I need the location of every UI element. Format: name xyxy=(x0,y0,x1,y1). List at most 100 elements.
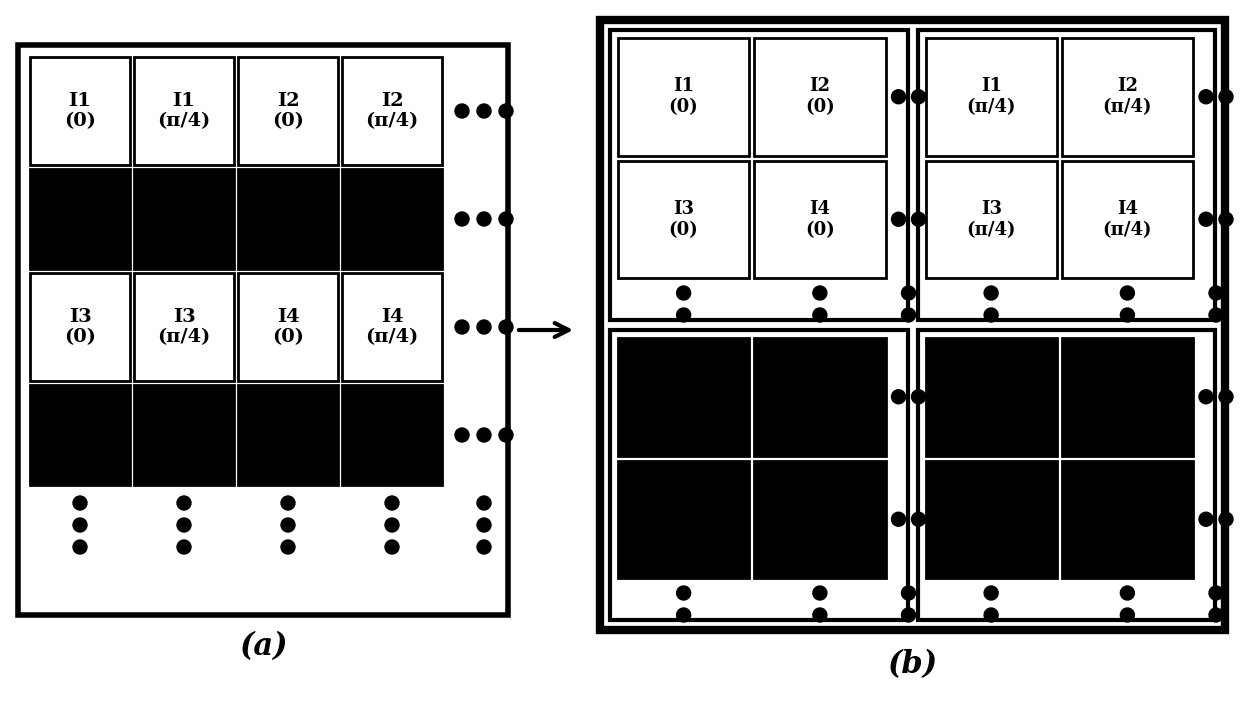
Bar xyxy=(754,38,885,156)
Bar xyxy=(30,385,130,485)
Circle shape xyxy=(477,320,491,334)
Circle shape xyxy=(498,320,513,334)
Bar xyxy=(342,385,441,485)
Circle shape xyxy=(477,428,491,442)
Circle shape xyxy=(813,586,827,600)
Text: (a): (a) xyxy=(239,632,288,663)
Circle shape xyxy=(892,390,905,404)
Circle shape xyxy=(1199,390,1213,404)
Text: I3
(π/4): I3 (π/4) xyxy=(157,308,211,346)
Bar xyxy=(618,460,749,578)
Bar xyxy=(925,338,1056,455)
Circle shape xyxy=(1121,286,1135,300)
Bar xyxy=(610,30,908,320)
Circle shape xyxy=(455,320,469,334)
Bar xyxy=(134,273,234,381)
Bar xyxy=(618,338,749,455)
Bar xyxy=(238,169,339,269)
Bar xyxy=(600,20,1225,630)
Bar xyxy=(925,460,1056,578)
Circle shape xyxy=(911,212,925,227)
Circle shape xyxy=(1199,212,1213,227)
Circle shape xyxy=(813,286,827,300)
Bar xyxy=(918,330,1215,620)
Bar xyxy=(925,38,1056,156)
Circle shape xyxy=(677,586,691,600)
Circle shape xyxy=(281,540,295,554)
Circle shape xyxy=(892,212,905,227)
Bar xyxy=(238,273,339,381)
Bar xyxy=(30,273,130,381)
Circle shape xyxy=(901,286,915,300)
Bar xyxy=(238,385,339,485)
Circle shape xyxy=(177,518,191,532)
Circle shape xyxy=(911,390,925,404)
Circle shape xyxy=(384,518,399,532)
Text: I2
(π/4): I2 (π/4) xyxy=(1102,77,1152,116)
Bar xyxy=(1061,38,1193,156)
Text: I2
(π/4): I2 (π/4) xyxy=(366,92,419,130)
Circle shape xyxy=(73,540,87,554)
Circle shape xyxy=(985,308,998,322)
Circle shape xyxy=(892,90,905,104)
Text: I4
(0): I4 (0) xyxy=(805,200,835,239)
Text: I1
(0): I1 (0) xyxy=(64,92,95,130)
Text: I4
(π/4): I4 (π/4) xyxy=(1102,200,1152,239)
Circle shape xyxy=(677,608,691,622)
Bar xyxy=(134,57,234,165)
Text: I3
(0): I3 (0) xyxy=(668,200,698,239)
Circle shape xyxy=(498,212,513,226)
Bar xyxy=(30,169,130,269)
Bar xyxy=(134,385,234,485)
Circle shape xyxy=(1209,286,1223,300)
Text: I1
(π/4): I1 (π/4) xyxy=(966,77,1016,116)
Circle shape xyxy=(498,428,513,442)
Circle shape xyxy=(985,608,998,622)
Bar xyxy=(342,57,441,165)
Circle shape xyxy=(892,512,905,526)
Circle shape xyxy=(1199,90,1213,104)
Circle shape xyxy=(384,540,399,554)
Circle shape xyxy=(177,540,191,554)
Circle shape xyxy=(1209,586,1223,600)
Bar xyxy=(754,460,885,578)
Circle shape xyxy=(177,496,191,510)
Circle shape xyxy=(1121,586,1135,600)
Circle shape xyxy=(477,104,491,118)
Circle shape xyxy=(281,518,295,532)
Bar xyxy=(134,169,234,269)
Circle shape xyxy=(985,586,998,600)
Circle shape xyxy=(477,540,491,554)
Circle shape xyxy=(813,608,827,622)
Text: I1
(π/4): I1 (π/4) xyxy=(157,92,211,130)
Circle shape xyxy=(477,518,491,532)
Circle shape xyxy=(901,586,915,600)
Bar xyxy=(1061,161,1193,278)
Circle shape xyxy=(1121,608,1135,622)
Bar xyxy=(754,338,885,455)
Circle shape xyxy=(1219,390,1233,404)
Text: I2
(0): I2 (0) xyxy=(805,77,835,116)
Circle shape xyxy=(1209,308,1223,322)
Bar xyxy=(618,161,749,278)
Circle shape xyxy=(1219,90,1233,104)
Circle shape xyxy=(498,104,513,118)
Bar xyxy=(238,57,339,165)
Circle shape xyxy=(677,308,691,322)
Circle shape xyxy=(901,608,915,622)
Circle shape xyxy=(1199,512,1213,526)
Bar xyxy=(918,30,1215,320)
Circle shape xyxy=(1121,308,1135,322)
Text: I3
(0): I3 (0) xyxy=(64,308,95,346)
Bar xyxy=(1061,460,1193,578)
Circle shape xyxy=(455,428,469,442)
Circle shape xyxy=(281,496,295,510)
Circle shape xyxy=(455,104,469,118)
Bar xyxy=(30,57,130,165)
Circle shape xyxy=(1219,512,1233,526)
Circle shape xyxy=(384,496,399,510)
Circle shape xyxy=(455,212,469,226)
Circle shape xyxy=(73,496,87,510)
Circle shape xyxy=(911,512,925,526)
Circle shape xyxy=(813,308,827,322)
